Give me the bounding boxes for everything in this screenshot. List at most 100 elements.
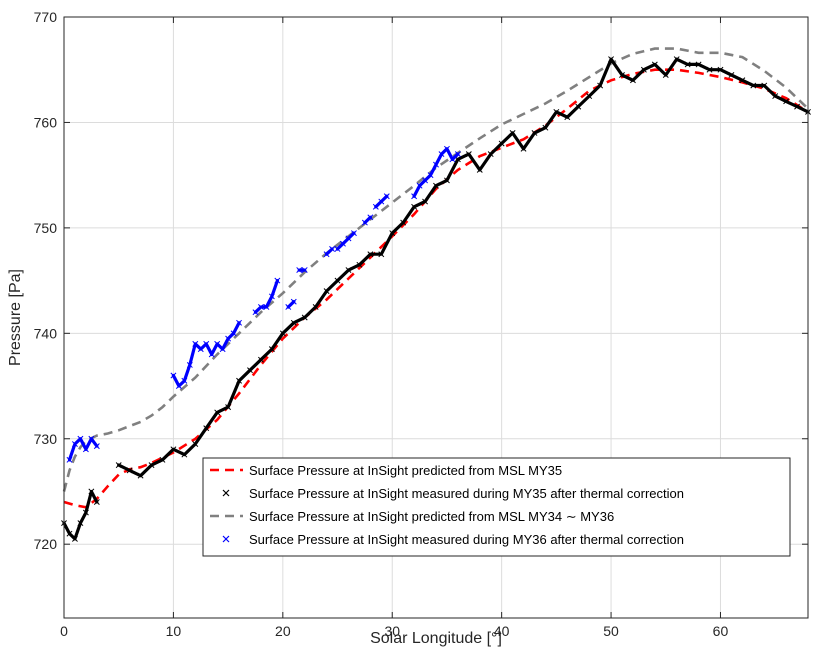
series-3-point: [203, 340, 210, 347]
series-3-point: [66, 456, 73, 463]
series-3-point: [411, 193, 418, 200]
series-1-point: [77, 520, 84, 527]
series-3-point: [77, 435, 84, 442]
series-1-point: [520, 145, 527, 152]
series-3-point: [334, 246, 341, 252]
series-1-point: [82, 509, 89, 516]
series-1-point: [465, 151, 472, 158]
series-1-point: [487, 151, 494, 158]
series-3-point: [372, 203, 379, 210]
series-3-point: [329, 246, 336, 252]
axis-ticks: 0 10 20 30 40 50 60 720 730 740 750 760 770: [34, 9, 808, 639]
legend-label: Surface Pressure at InSight predicted fr…: [249, 509, 614, 524]
y-tick-label: 770: [34, 9, 58, 25]
series-1-point: [761, 82, 768, 89]
x-tick-label: 20: [275, 623, 291, 639]
series-1-point: [433, 182, 439, 189]
series-1-point: [498, 140, 505, 147]
series-3-point: [345, 235, 352, 242]
x-tick-label: 60: [713, 623, 729, 639]
series-3-point: [350, 230, 357, 237]
series-3-point: [296, 267, 303, 274]
series-1-point: [575, 103, 582, 110]
series-3-point: [170, 372, 177, 379]
x-tick-label: 50: [603, 623, 619, 639]
series-1-point: [137, 472, 144, 479]
y-tick-label: 760: [34, 114, 58, 130]
x-tick-label: 30: [384, 623, 400, 639]
series-1-point: [400, 219, 407, 226]
series-3-point: [71, 441, 78, 447]
series-3-point: [340, 240, 346, 247]
series-3-point: [214, 340, 221, 347]
series-1-point: [301, 314, 308, 321]
series-1-point: [290, 319, 297, 326]
series-1-point: [662, 72, 669, 78]
series-3-point: [88, 435, 95, 442]
series-3-point: [274, 277, 281, 284]
series-3-point: [181, 377, 188, 384]
series-3-point: [208, 351, 215, 358]
legend: Surface Pressure at InSight predicted fr…: [202, 457, 791, 557]
y-tick-label: 730: [34, 431, 58, 447]
series-1-point: [640, 66, 647, 73]
series-3-point: [219, 346, 226, 353]
y-tick-label: 720: [34, 536, 58, 552]
series-3-point: [82, 446, 89, 453]
series-3-point: [443, 145, 450, 152]
legend-marker: [222, 535, 230, 543]
series-1-point: [93, 499, 100, 505]
legend-items: Surface Pressure at InSight predicted fr…: [210, 463, 684, 547]
x-tick-label: 40: [494, 623, 510, 639]
series-1-point: [356, 261, 363, 268]
series-1-point: [728, 72, 735, 78]
series-1-point: [389, 230, 396, 237]
series-1-point: [629, 77, 636, 84]
series-1-point: [192, 441, 199, 447]
series-1-point: [312, 304, 319, 310]
series-3-point: [263, 304, 270, 310]
series-1-point: [247, 367, 253, 374]
legend-item: Surface Pressure at InSight measured dur…: [222, 486, 684, 501]
series-1-point: [706, 66, 713, 73]
series-1-point: [115, 462, 122, 469]
series-1-point: [542, 124, 549, 131]
series-3-point: [268, 293, 275, 300]
series-1-point: [673, 56, 680, 63]
series-1-point: [564, 114, 571, 121]
series-3-point: [192, 340, 199, 347]
series-3-point: [323, 251, 330, 258]
series-1-point: [422, 198, 429, 205]
series-1-point: [695, 61, 702, 68]
series-1-point: [476, 166, 483, 173]
legend-item: Surface Pressure at InSight predicted fr…: [210, 463, 562, 478]
legend-label: Surface Pressure at InSight measured dur…: [249, 532, 684, 547]
series-3-point: [454, 151, 461, 158]
series-3-point: [197, 346, 204, 353]
y-tick-label: 750: [34, 220, 58, 236]
x-tick-label: 0: [60, 623, 68, 639]
series-1-point: [794, 103, 801, 110]
legend-label: Surface Pressure at InSight predicted fr…: [249, 463, 562, 478]
series-1-point: [411, 203, 418, 210]
legend-item: Surface Pressure at InSight measured dur…: [222, 532, 684, 547]
series-3-point: [427, 172, 434, 179]
series-1-point: [214, 409, 221, 416]
series-3-point: [383, 193, 390, 200]
series-3-point: [230, 330, 237, 337]
y-tick-label: 740: [34, 325, 58, 341]
series-1-point: [279, 330, 286, 337]
series-1-segment: [117, 57, 810, 478]
series-1-point: [225, 404, 232, 411]
x-axis-label: Solar Longitude [°]: [370, 630, 502, 647]
series-3-point: [416, 182, 423, 189]
series-1-point: [257, 356, 264, 363]
series-0-line: [63, 68, 809, 509]
series-3-segment: [335, 231, 356, 251]
legend-item: Surface Pressure at InSight predicted fr…: [210, 509, 614, 524]
series-1-point: [619, 72, 625, 78]
series-3-point: [236, 319, 243, 326]
series-2-line: [62, 47, 809, 492]
series-3-point: [433, 161, 439, 168]
